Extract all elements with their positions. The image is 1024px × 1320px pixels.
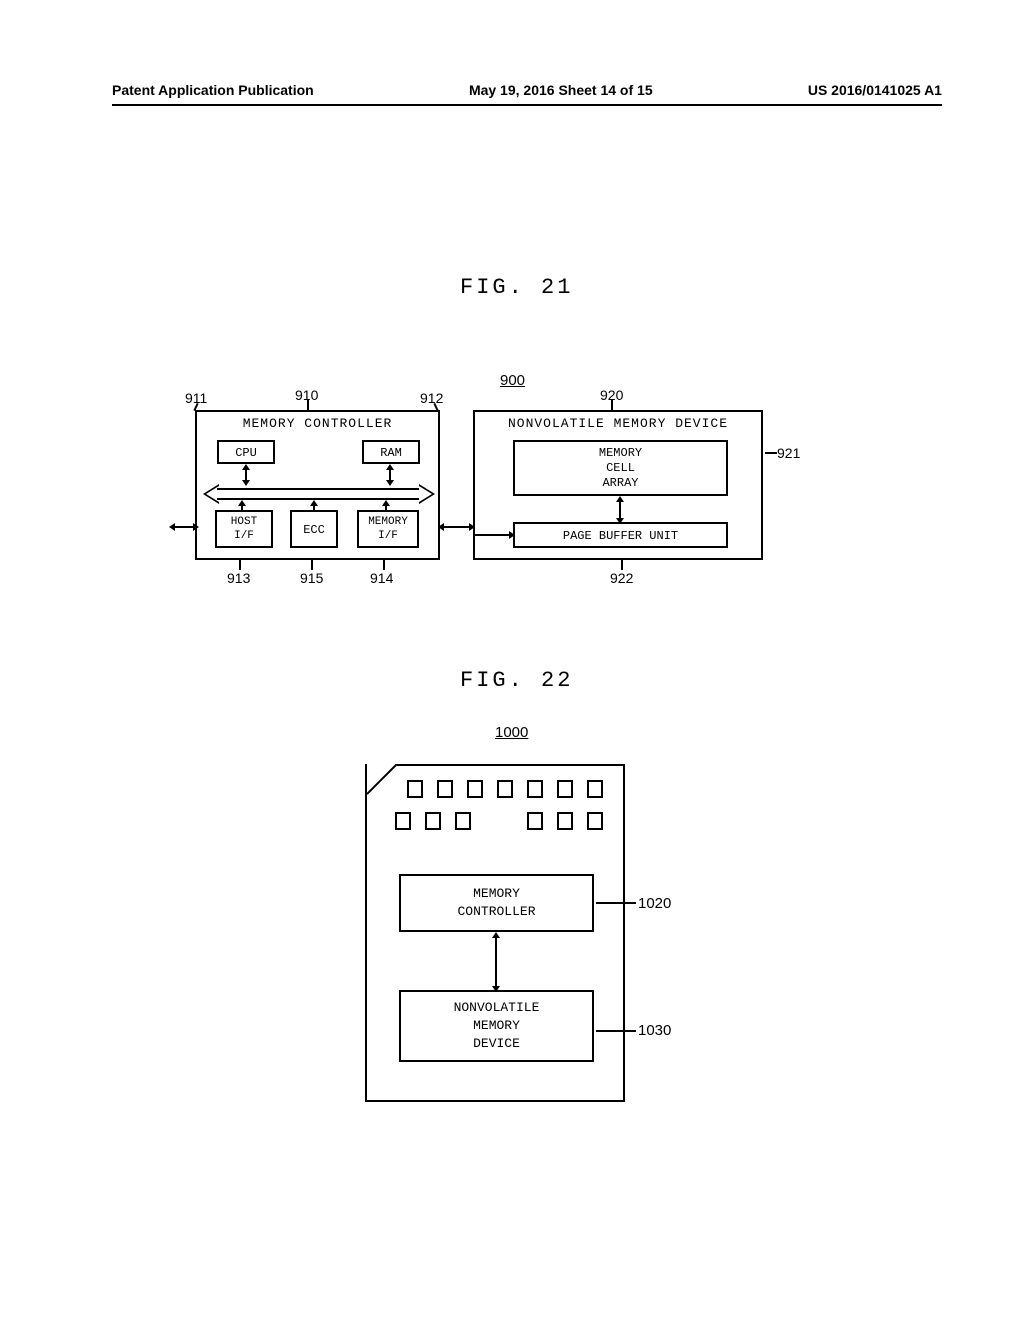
mc-nvm-arrow-up <box>492 932 500 938</box>
header-rule <box>112 104 942 106</box>
memory-controller-block: MEMORY CONTROLLER CPU RAM HOST I/F ECC M… <box>195 410 440 560</box>
label-915: 915 <box>300 570 323 586</box>
ram-box: RAM <box>362 440 420 464</box>
host-if-box: HOST I/F <box>215 510 273 548</box>
leader-910 <box>307 400 309 410</box>
nv-device-title: NONVOLATILE MEMORY DEVICE <box>475 416 761 431</box>
contact-pin <box>587 780 603 798</box>
contact-pin <box>455 812 471 830</box>
header-left: Patent Application Publication <box>112 82 314 98</box>
leader-921 <box>765 452 777 454</box>
page-buffer-box: PAGE BUFFER UNIT <box>513 522 728 548</box>
fig22-title: FIG. 22 <box>460 668 573 693</box>
mc-nvm-connector <box>495 934 497 990</box>
leader-1020 <box>596 902 636 904</box>
fig22-ref: 1000 <box>495 724 528 741</box>
leader-915 <box>311 560 313 570</box>
label-921: 921 <box>777 445 800 461</box>
arrow-cpu-up <box>242 464 250 470</box>
arrow-ram-down <box>386 480 394 486</box>
memory-if-box: MEMORY I/F <box>357 510 419 548</box>
page-buffer-left-line <box>475 534 513 536</box>
leader-1030 <box>596 1030 636 1032</box>
contact-pin <box>587 812 603 830</box>
nonvolatile-device-block: NONVOLATILE MEMORY DEVICE MEMORY CELL AR… <box>473 410 763 560</box>
cpu-box: CPU <box>217 440 275 464</box>
leader-922 <box>621 560 623 570</box>
memory-controller-title: MEMORY CONTROLLER <box>197 416 438 431</box>
fig21-title: FIG. 21 <box>460 275 573 300</box>
cell-page-up <box>616 496 624 502</box>
arrow-cpu-down <box>242 480 250 486</box>
label-922: 922 <box>610 570 633 586</box>
contact-pin <box>557 812 573 830</box>
card-left-edge <box>365 794 367 1102</box>
fig21-ref: 900 <box>500 372 525 389</box>
arrow-memif-up <box>382 500 390 506</box>
header-center: May 19, 2016 Sheet 14 of 15 <box>469 82 653 98</box>
arrow-ecc-up <box>310 500 318 506</box>
label-914: 914 <box>370 570 393 586</box>
host-external-arrow-r <box>193 523 199 531</box>
cell-page-down <box>616 518 624 524</box>
contact-pin <box>467 780 483 798</box>
contact-pin <box>557 780 573 798</box>
card-notch <box>367 764 399 796</box>
contact-pin <box>437 780 453 798</box>
contact-pin <box>527 812 543 830</box>
leader-913 <box>239 560 241 570</box>
host-external-arrow-l <box>169 523 175 531</box>
arrow-host-up <box>238 500 246 506</box>
arrow-ram-up <box>386 464 394 470</box>
ecc-box: ECC <box>290 510 338 548</box>
page-buffer-arrow-r <box>509 531 515 539</box>
label-1030: 1030 <box>638 1022 671 1039</box>
memory-cell-array-box: MEMORY CELL ARRAY <box>513 440 728 496</box>
label-912: 912 <box>420 390 443 406</box>
leader-920 <box>611 400 613 410</box>
label-913: 913 <box>227 570 250 586</box>
nvm-device-1030: NONVOLATILE MEMORY DEVICE <box>399 990 594 1062</box>
card-top-edge <box>397 764 623 766</box>
contact-pin <box>425 812 441 830</box>
mc-nvm-arrow-down <box>492 986 500 992</box>
header-right: US 2016/0141025 A1 <box>808 82 942 98</box>
contact-pin <box>395 812 411 830</box>
page-header: Patent Application Publication May 19, 2… <box>112 82 942 98</box>
label-1020: 1020 <box>638 895 671 912</box>
contact-pin <box>527 780 543 798</box>
inter-block-arrow-l <box>438 523 444 531</box>
leader-914 <box>383 560 385 570</box>
memory-card-outline: MEMORY CONTROLLER NONVOLATILE MEMORY DEV… <box>365 764 625 1102</box>
host-external-line <box>173 526 195 528</box>
memory-controller-1020: MEMORY CONTROLLER <box>399 874 594 932</box>
contact-pin <box>497 780 513 798</box>
contact-pin <box>407 780 423 798</box>
